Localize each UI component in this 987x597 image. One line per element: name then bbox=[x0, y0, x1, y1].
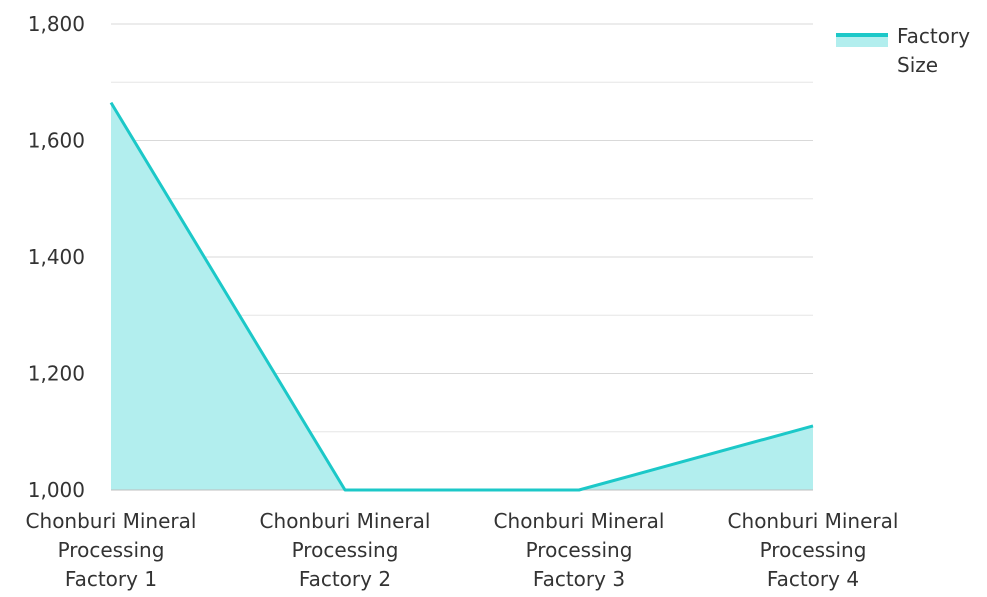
x-tick-label: Chonburi Mineral Processing Factory 2 bbox=[260, 509, 431, 591]
x-tick-label-line: Chonburi Mineral bbox=[260, 509, 431, 533]
legend: Factory Size bbox=[836, 24, 970, 77]
x-tick-label: Chonburi Mineral Processing Factory 4 bbox=[728, 509, 899, 591]
x-tick-label-line: Chonburi Mineral bbox=[728, 509, 899, 533]
legend-label-line: Size bbox=[897, 53, 938, 77]
x-tick-label-line: Factory 4 bbox=[767, 567, 859, 591]
y-tick-label: 1,600 bbox=[28, 129, 85, 153]
x-tick-label-line: Factory 2 bbox=[299, 567, 391, 591]
legend-swatch-fill bbox=[836, 35, 888, 47]
x-tick-label-line: Processing bbox=[58, 538, 165, 562]
plot-area bbox=[109, 101, 814, 492]
y-tick-label: 1,400 bbox=[28, 245, 85, 269]
y-tick-label: 1,200 bbox=[28, 362, 85, 386]
x-tick-label-line: Processing bbox=[526, 538, 633, 562]
legend-label: Factory Size bbox=[897, 24, 970, 77]
legend-label-line: Factory bbox=[897, 24, 970, 48]
x-tick-label-line: Chonburi Mineral bbox=[26, 509, 197, 533]
x-axis: Chonburi Mineral Processing Factory 1Chonb… bbox=[26, 509, 899, 591]
x-tick-label-line: Chonburi Mineral bbox=[494, 509, 665, 533]
x-tick-label-line: Processing bbox=[760, 538, 867, 562]
y-tick-label: 1,800 bbox=[28, 12, 85, 36]
x-tick-label-line: Factory 1 bbox=[65, 567, 157, 591]
x-tick-label: Chonburi Mineral Processing Factory 3 bbox=[494, 509, 665, 591]
y-tick-label: 1,000 bbox=[28, 478, 85, 502]
x-tick-label-line: Processing bbox=[292, 538, 399, 562]
area-fill bbox=[111, 102, 813, 490]
y-axis: 1,000 1,200 1,400 1,600 1,800 bbox=[28, 12, 85, 502]
x-tick-label: Chonburi Mineral Processing Factory 1 bbox=[26, 509, 197, 591]
x-tick-label-line: Factory 3 bbox=[533, 567, 625, 591]
series-line bbox=[109, 101, 814, 492]
